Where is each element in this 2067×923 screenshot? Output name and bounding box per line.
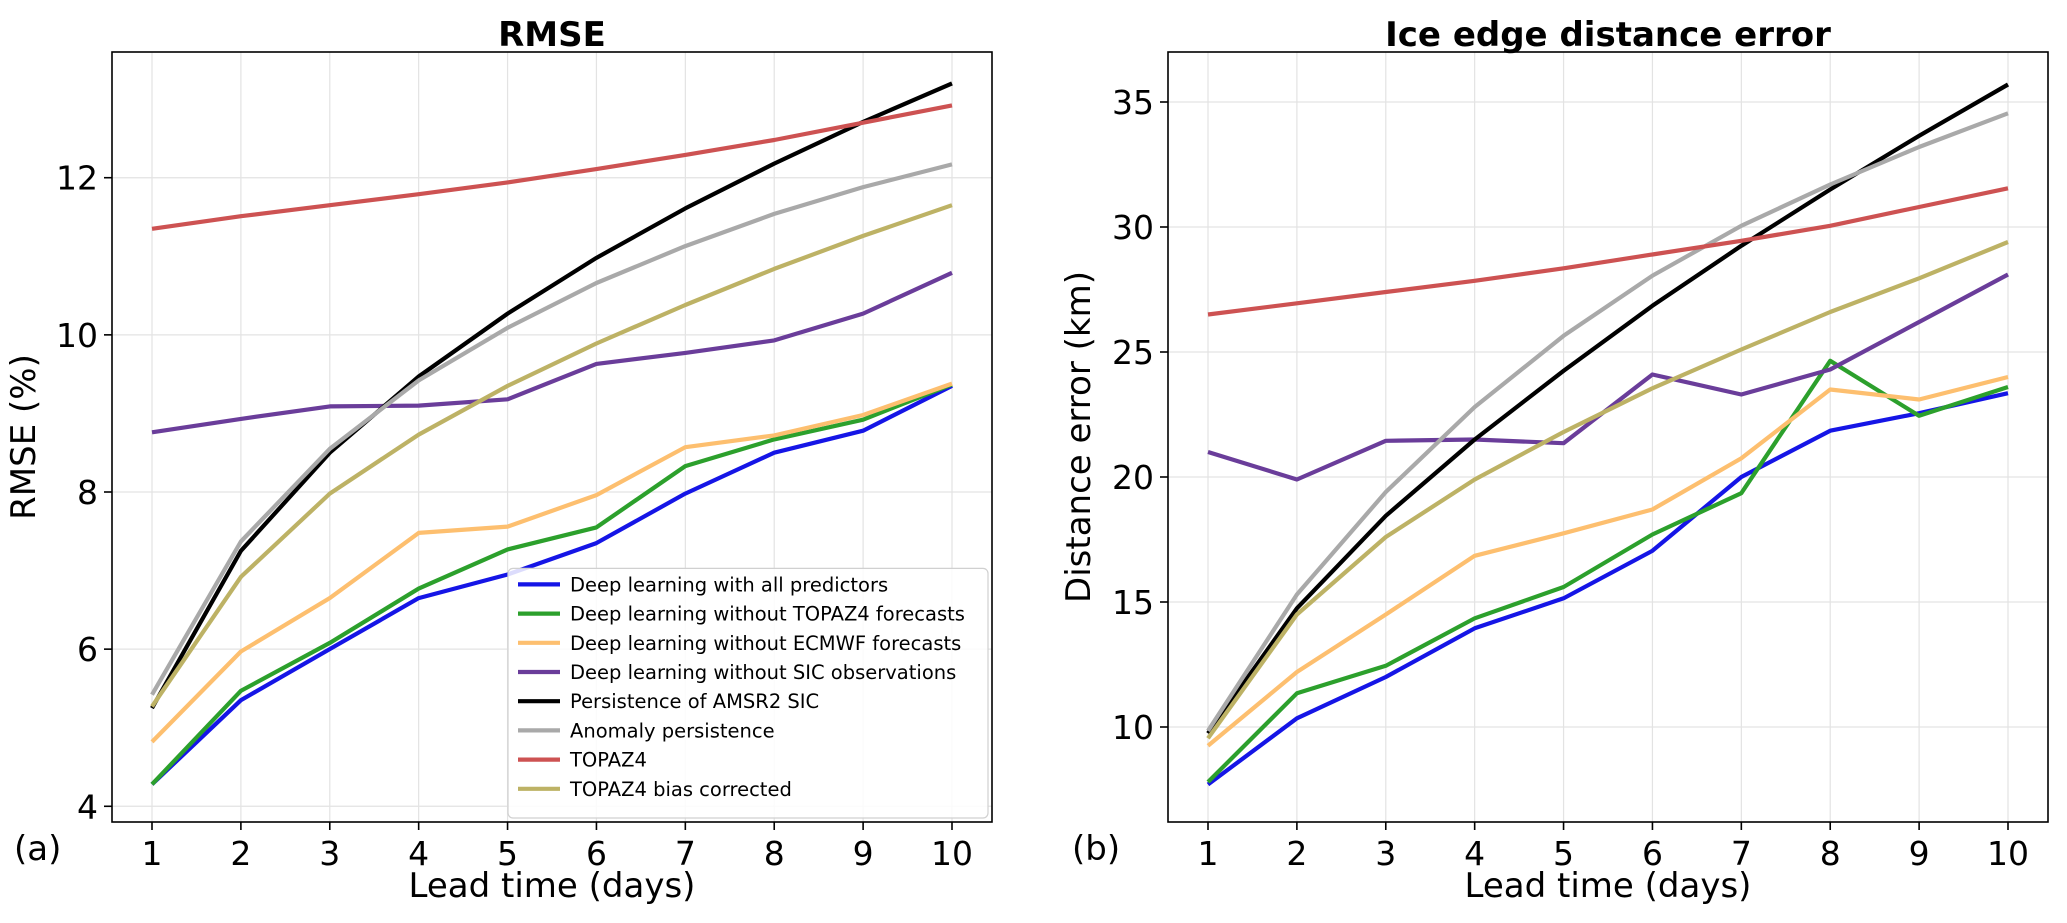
x-tick-label: 4: [408, 834, 429, 873]
x-axis-label: Lead time (days): [1465, 866, 1752, 906]
series-line-1: [1206, 391, 2009, 787]
x-tick-label: 3: [1375, 834, 1396, 873]
y-tick-label: 30: [1112, 208, 1154, 247]
chart-title: Ice edge distance error: [1385, 15, 1831, 55]
series-line-7: [1207, 186, 2009, 317]
chart-title: RMSE: [498, 15, 606, 55]
y-axis-label: Distance error (km): [1059, 271, 1099, 603]
y-tick-label: 15: [1112, 583, 1154, 622]
legend-box: [507, 567, 989, 819]
x-tick-label: 9: [1909, 834, 1930, 873]
panel-label: (b): [1072, 829, 1120, 869]
plot-frame: [1167, 51, 2049, 823]
x-tick-label: 9: [853, 834, 874, 873]
y-tick-label: 6: [77, 630, 98, 669]
panel-ice-edge-distance-error: 1 2 3 4 5 6 7 8 9 10 10 15 20 25 30 35 Ice edge distance…: [1059, 15, 2049, 906]
y-tick-label: 10: [1112, 708, 1154, 747]
x-tick-label: 2: [1286, 834, 1307, 873]
series-line-8: [1206, 240, 2009, 740]
y-tick-label: 12: [56, 159, 98, 198]
x-tick-label: 8: [764, 834, 785, 873]
y-tick-label: 4: [77, 787, 98, 826]
x-tick-label: 5: [1553, 834, 1574, 873]
x-tick-label: 3: [319, 834, 340, 873]
x-tick-label: 1: [142, 834, 163, 873]
series-line-2: [1206, 358, 2009, 784]
x-tick-label: 6: [586, 834, 607, 873]
plot-frame: [111, 51, 993, 823]
y-tick-label: 35: [1112, 83, 1154, 122]
series-line-5: [1206, 82, 2010, 735]
legend-entry-5: Persistence of AMSR2 SIC: [570, 690, 819, 713]
x-tick-label: 5: [497, 834, 518, 873]
x-tick-label: 1: [1198, 834, 1219, 873]
legend-entry-3: Deep learning without ECMWF forecasts: [570, 632, 961, 655]
series-line-6: [150, 162, 953, 696]
series-line-7: [151, 103, 953, 231]
series-line-1: [150, 384, 953, 786]
legend-entry-8: TOPAZ4 bias corrected: [569, 778, 792, 801]
x-tick-label: 4: [1464, 834, 1485, 873]
x-axis-label: Lead time (days): [409, 866, 696, 906]
legend-entry-7: TOPAZ4: [569, 749, 647, 772]
legend-entry-1: Deep learning with all predictors: [570, 573, 888, 596]
series-line-3: [1206, 374, 2009, 748]
series-line-6: [1206, 111, 2009, 732]
series-line-3: [150, 381, 953, 744]
legend-entry-4: Deep learning without SIC observations: [570, 661, 956, 684]
x-tick-label: 6: [1642, 834, 1663, 873]
x-tick-label: 7: [675, 834, 696, 873]
x-tick-label: 2: [230, 834, 251, 873]
series-line-2: [150, 382, 953, 786]
legend: Deep learning with all predictors Deep le…: [507, 567, 989, 819]
y-tick-label: 8: [77, 473, 98, 512]
series-line-4: [151, 270, 953, 435]
x-tick-label: 10: [931, 834, 973, 873]
series-line-5: [150, 81, 953, 710]
legend-entry-2: Deep learning without TOPAZ4 forecasts: [570, 603, 965, 626]
legend-entry-6: Anomaly persistence: [570, 719, 775, 742]
series-line-8: [150, 203, 953, 708]
x-tick-label: 7: [1731, 834, 1752, 873]
y-axis-label: RMSE (%): [4, 354, 44, 520]
x-tick-label: 10: [1987, 834, 2029, 873]
y-tick-label: 10: [56, 316, 98, 355]
x-tick-label: 8: [1820, 834, 1841, 873]
y-tick-label: 20: [1112, 458, 1154, 497]
y-tick-label: 25: [1112, 333, 1154, 372]
panel-label: (a): [14, 829, 61, 869]
